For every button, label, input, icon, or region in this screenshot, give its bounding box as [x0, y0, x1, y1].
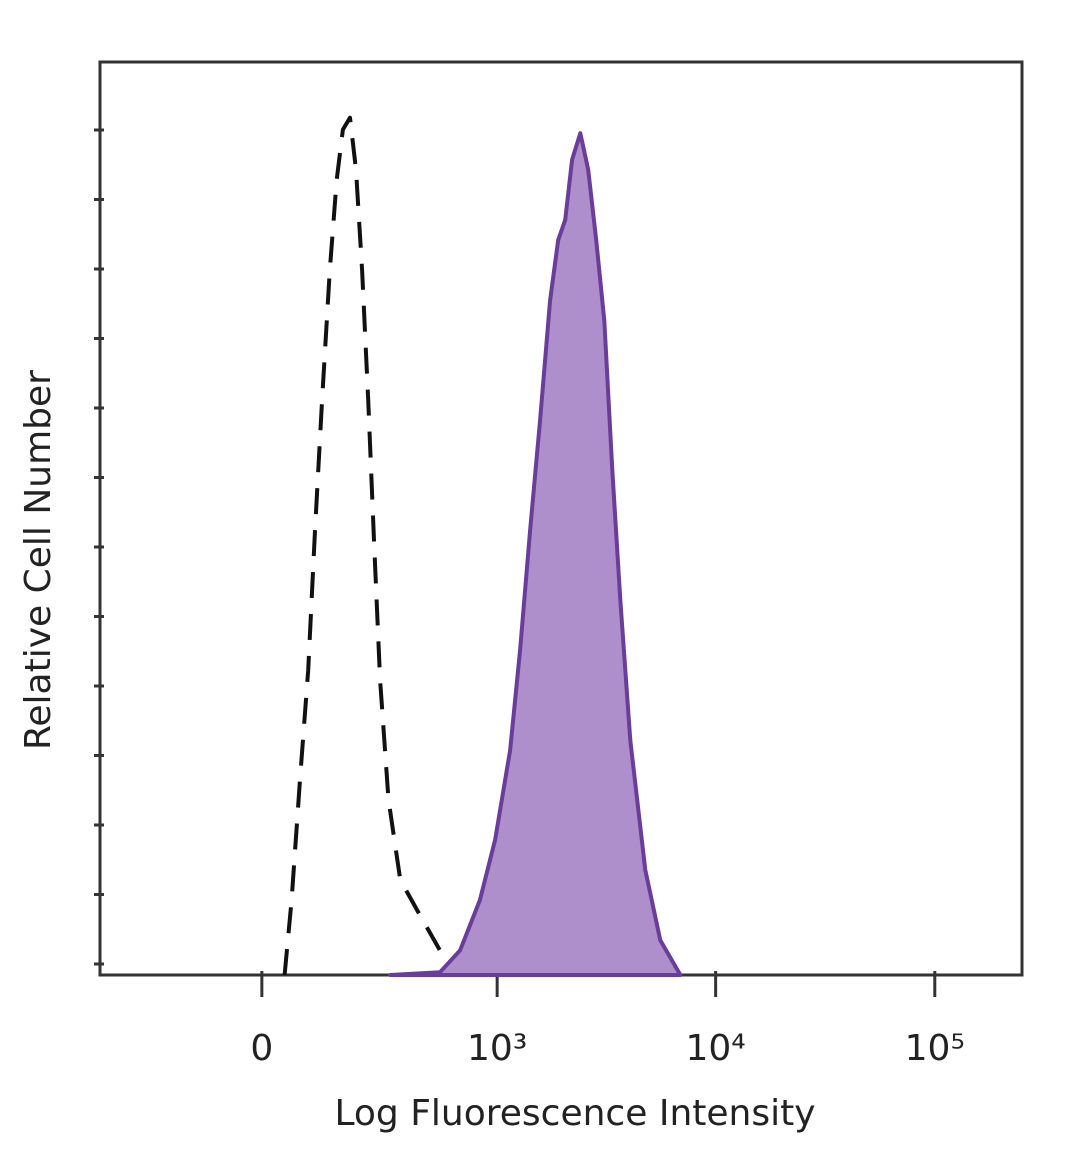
x-tick-label: 10⁵	[905, 1028, 965, 1069]
x-tick-label: 10³	[467, 1028, 527, 1069]
histogram-curve	[388, 131, 683, 977]
x-tick-label: 10⁴	[686, 1028, 746, 1069]
x-tick-label: 0	[250, 1028, 273, 1069]
y-axis-label: Relative Cell Number	[18, 370, 59, 750]
histogram-curve	[282, 115, 457, 977]
x-axis-label: Log Fluorescence Intensity	[334, 1093, 815, 1134]
